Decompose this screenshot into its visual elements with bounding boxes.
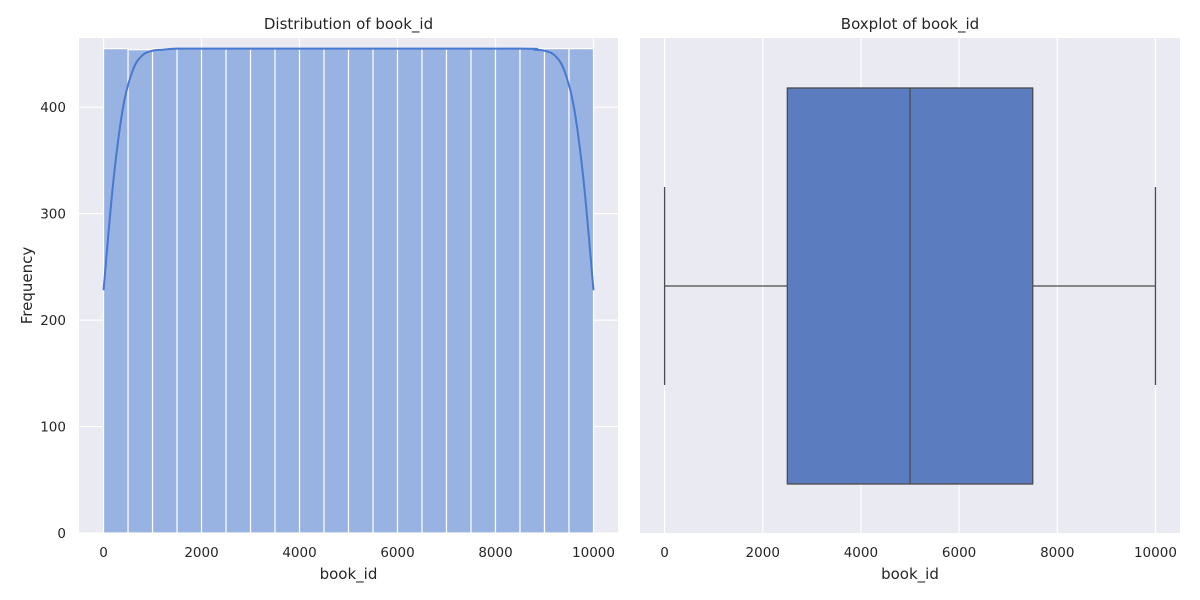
- boxplot-x-axis-label: book_id: [881, 565, 939, 584]
- histogram-x-tick-label: 0: [99, 545, 108, 561]
- histogram-x-axis-label: book_id: [320, 565, 378, 584]
- histogram-y-axis-label: Frequency: [18, 247, 36, 325]
- histogram-bar: [102, 48, 129, 534]
- histogram-bar: [396, 48, 423, 534]
- histogram-y-tick-label: 200: [40, 313, 66, 329]
- histogram-bar: [225, 48, 252, 534]
- boxplot-x-tick-label: 0: [660, 545, 669, 561]
- histogram-bar: [323, 48, 350, 534]
- histogram-title: Distribution of book_id: [264, 15, 433, 34]
- boxplot-x-tick-label: 10000: [1134, 545, 1177, 561]
- histogram-bar: [298, 48, 325, 534]
- histogram-bar: [200, 48, 227, 534]
- histogram-bars: [102, 48, 595, 534]
- histogram-x-tick-label: 10000: [572, 545, 615, 561]
- histogram-bar: [421, 48, 448, 534]
- histogram-bar: [151, 48, 178, 534]
- histogram-bar: [543, 48, 570, 534]
- boxplot-x-tick-label: 4000: [844, 545, 878, 561]
- histogram-y-tick-label: 0: [57, 526, 66, 542]
- histogram-x-tick-label: 4000: [282, 545, 316, 561]
- boxplot-x-tick-label: 8000: [1040, 545, 1074, 561]
- boxplot-x-tick-label: 2000: [746, 545, 780, 561]
- histogram-x-tick-label: 2000: [184, 545, 218, 561]
- histogram-bar: [445, 48, 472, 534]
- histogram-bar: [494, 48, 521, 534]
- histogram-bar: [249, 48, 276, 534]
- histogram-bar: [519, 48, 546, 534]
- histogram-y-tick-label: 100: [40, 420, 66, 436]
- boxplot-x-tick-labels: 0 2000 4000 6000 8000 10000: [660, 545, 1177, 561]
- histogram-bar: [470, 48, 497, 534]
- histogram-bar: [372, 48, 399, 534]
- histogram-bar: [176, 48, 203, 534]
- histogram-bar: [274, 48, 301, 534]
- histogram-y-tick-labels: 0 100 200 300 400: [40, 100, 66, 542]
- boxplot-title: Boxplot of book_id: [841, 15, 979, 34]
- histogram-x-tick-label: 8000: [478, 545, 512, 561]
- boxplot-panel: 0 2000 4000 6000 8000 10000 Boxplot of book_i…: [640, 15, 1180, 584]
- histogram-panel: 0 2000 4000 6000 8000 10000 0 100 200 300 400 Dis…: [18, 15, 618, 584]
- boxplot-x-tick-label: 6000: [942, 545, 976, 561]
- histogram-y-tick-label: 300: [40, 207, 66, 223]
- boxplot-marks: [663, 87, 1157, 485]
- histogram-x-tick-labels: 0 2000 4000 6000 8000 10000: [99, 545, 615, 561]
- kde-curve: [102, 47, 595, 291]
- histogram-bar: [568, 48, 595, 534]
- histogram-bar: [347, 48, 374, 534]
- histogram-y-tick-label: 400: [40, 100, 66, 116]
- histogram-x-tick-label: 6000: [380, 545, 414, 561]
- histogram-bar: [127, 49, 154, 534]
